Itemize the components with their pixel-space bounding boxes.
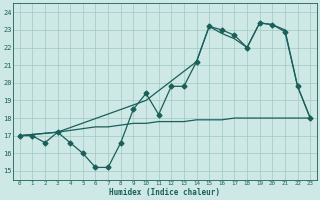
X-axis label: Humidex (Indice chaleur): Humidex (Indice chaleur) [109,188,220,197]
